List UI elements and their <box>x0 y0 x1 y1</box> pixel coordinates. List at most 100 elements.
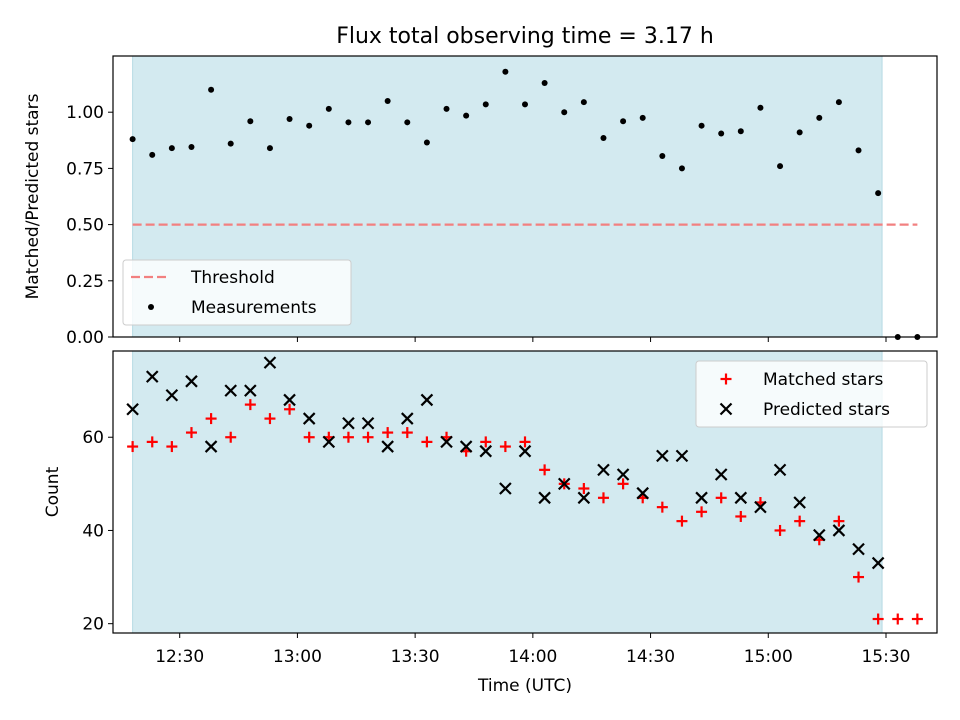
measurement-point <box>541 79 548 86</box>
x-stroke-b <box>675 449 689 463</box>
predicted-star-point <box>361 416 375 430</box>
measurement-point <box>875 190 882 197</box>
x-stroke-b <box>440 435 453 449</box>
chart-title: Flux total observing time = 3.17 h <box>336 24 714 49</box>
x-stroke-b <box>518 444 532 458</box>
bottom-legend <box>695 360 928 428</box>
top-y-tick-label: 1.00 <box>66 103 104 123</box>
matched-star-point <box>853 571 865 583</box>
x-stroke-b <box>832 524 846 537</box>
predicted-star-point <box>420 393 434 407</box>
x-stroke-b <box>342 416 355 430</box>
predicted-star-point <box>852 542 865 556</box>
matched-star-point <box>284 403 296 415</box>
x-stroke-b <box>459 440 473 453</box>
legend-predicted-label: Predicted stars <box>763 400 890 420</box>
top-y-tick-label: 0.00 <box>66 328 104 348</box>
measurement-point <box>423 139 430 146</box>
bottom-x-tick-label: 12:30 <box>155 647 204 667</box>
matched-star-point <box>499 441 511 453</box>
measurement-point <box>698 122 705 129</box>
matched-star-point <box>382 427 394 439</box>
predicted-star-point <box>675 449 689 463</box>
matched-star-point <box>303 431 315 443</box>
measurement-point <box>914 334 921 340</box>
x-stroke-b <box>479 444 493 458</box>
predicted-star-point <box>832 524 846 537</box>
predicted-star-point <box>773 463 787 477</box>
matched-star-point <box>401 427 413 439</box>
matched-star-point <box>225 431 237 443</box>
matched-star-point <box>656 501 668 513</box>
predicted-star-point <box>165 389 179 402</box>
measurement-point <box>227 140 234 147</box>
predicted-star-point <box>401 412 414 425</box>
x-stroke-b <box>754 500 767 514</box>
measurement-point <box>777 163 784 170</box>
predicted-star-point <box>597 463 610 477</box>
measurement-point <box>639 114 646 121</box>
measurement-point <box>168 145 175 152</box>
measurement-point <box>286 115 293 122</box>
predicted-star-point <box>499 482 512 495</box>
predicted-star-point <box>656 449 669 463</box>
measurement-point <box>149 151 156 158</box>
legend-matched-swatch <box>720 373 732 385</box>
matched-star-point <box>872 613 884 625</box>
bottom-x-tick-label: 13:00 <box>273 647 322 667</box>
measurement-point <box>502 68 509 75</box>
matched-star-point <box>597 492 609 504</box>
measurement-point <box>188 144 195 151</box>
matched-star-point <box>578 483 590 495</box>
measurement-point <box>816 114 823 121</box>
legend-measurements-label: Measurements <box>191 298 317 318</box>
x-stroke-b <box>695 491 708 505</box>
bottom-y-tick-label: 20 <box>82 615 104 635</box>
x-stroke-b <box>719 402 733 416</box>
predicted-star-point <box>263 356 277 369</box>
predicted-star-point <box>185 375 198 388</box>
x-stroke-b <box>126 402 139 416</box>
top-legend <box>122 259 352 326</box>
legend-measurements-swatch <box>148 304 154 310</box>
matched-star-point <box>735 510 747 522</box>
matched-star-point <box>892 613 904 625</box>
x-stroke-b <box>283 393 296 407</box>
measurement-point <box>208 86 215 93</box>
bottom-y-tick-label: 60 <box>82 428 104 448</box>
measurement-point <box>737 128 744 135</box>
x-stroke-b <box>145 370 159 383</box>
x-stroke-b <box>361 416 375 430</box>
predicted-star-point <box>302 412 316 425</box>
x-stroke-b <box>656 449 669 463</box>
measurement-point <box>325 105 332 112</box>
top-axes-frame <box>112 55 938 338</box>
x-stroke-b <box>714 468 728 481</box>
measurement-point <box>580 99 587 106</box>
x-stroke-b <box>538 491 551 505</box>
measurement-point <box>678 165 685 172</box>
predicted-star-point <box>440 435 453 449</box>
matched-star-point <box>676 515 688 527</box>
measurement-point <box>345 119 352 126</box>
x-stroke-b <box>636 486 649 500</box>
predicted-star-point <box>381 440 394 453</box>
x-stroke-b <box>616 468 630 481</box>
x-stroke-b <box>420 393 434 407</box>
matched-star-point <box>794 515 806 527</box>
measurement-point <box>659 153 666 160</box>
legend-threshold-label: Threshold <box>190 268 275 288</box>
measurement-point <box>463 112 470 119</box>
matched-star-point <box>342 431 354 443</box>
measurement-point <box>443 105 450 112</box>
matched-star-point <box>244 399 256 411</box>
legend-matched-label: Matched stars <box>763 370 883 390</box>
predicted-star-point <box>577 491 591 505</box>
matched-star-point <box>185 427 197 439</box>
predicted-star-point <box>871 556 885 570</box>
measurement-point <box>384 97 391 104</box>
measurement-point <box>620 118 627 125</box>
predicted-star-point <box>204 440 218 453</box>
measurement-point <box>247 118 254 125</box>
